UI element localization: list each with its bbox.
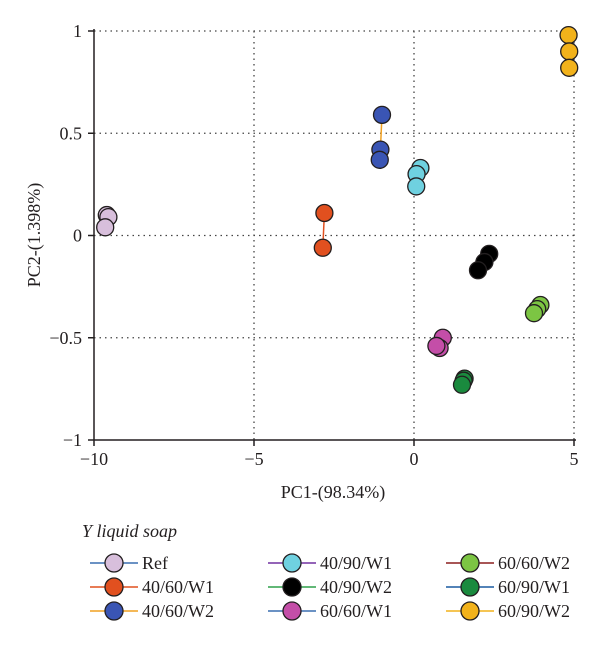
data-point	[407, 177, 426, 196]
data-point	[560, 42, 579, 61]
legend-label: 60/90/W2	[498, 601, 570, 621]
data-point	[315, 203, 334, 223]
series-group	[452, 369, 474, 394]
data-point	[452, 375, 472, 394]
x-tick-label: −10	[80, 449, 108, 469]
x-tick-label: −5	[244, 449, 263, 469]
series-group	[370, 105, 392, 169]
y-axis-label: PC2-(1.398%)	[24, 183, 45, 288]
legend-item: 40/90/W1	[268, 553, 392, 573]
data-point	[370, 150, 389, 169]
legend-item: 40/60/W2	[90, 601, 214, 621]
x-axis-label: PC1-(98.34%)	[281, 482, 386, 503]
series-group	[468, 244, 499, 280]
tick-labels: −10 −5 0 5 1 0.5 0 −0.5 −1	[49, 21, 578, 469]
series-marks	[96, 25, 579, 394]
legend-marker	[460, 601, 480, 621]
axes	[88, 29, 576, 446]
legend-item: 60/60/W1	[268, 601, 392, 621]
legend-marker	[104, 601, 124, 621]
legend-label: 40/60/W1	[142, 577, 214, 597]
legend-item: 40/60/W1	[90, 577, 214, 597]
series-group	[313, 203, 334, 257]
legend-marker	[282, 577, 302, 597]
legend-item: 60/60/W2	[446, 553, 570, 573]
legend-marker	[104, 553, 124, 573]
series-group	[524, 295, 550, 323]
legend-items: Ref 40/60/W1 40/60/W2 40/90/W1 40/90/W2 60/60…	[90, 553, 570, 621]
x-tick-label: 5	[570, 449, 579, 469]
series-group	[96, 205, 118, 237]
legend-item: 40/90/W2	[268, 577, 392, 597]
y-tick-label: −1	[63, 430, 82, 450]
legend-marker	[460, 577, 480, 597]
data-point	[427, 336, 446, 356]
legend-title: Y liquid soap	[82, 521, 177, 541]
legend-marker	[282, 553, 302, 573]
legend: Y liquid soap Ref 40/60/W1 40/60/W2 40/90/W…	[82, 521, 570, 621]
y-tick-label: 0.5	[60, 123, 83, 143]
legend-label: 40/90/W1	[320, 553, 392, 573]
series-group	[427, 328, 452, 358]
legend-label: 60/60/W1	[320, 601, 392, 621]
legend-marker	[282, 601, 302, 621]
data-point	[559, 25, 578, 45]
data-point	[560, 58, 579, 77]
legend-label: 60/90/W1	[498, 577, 570, 597]
legend-marker	[460, 553, 480, 573]
data-point	[313, 238, 332, 257]
y-tick-label: 0	[73, 226, 82, 246]
y-tick-label: −0.5	[49, 328, 82, 348]
series-group	[559, 25, 579, 77]
data-point	[372, 105, 392, 124]
y-tick-label: 1	[73, 21, 82, 41]
legend-item: Ref	[90, 553, 168, 573]
legend-item: 60/90/W1	[446, 577, 570, 597]
legend-marker	[104, 577, 124, 597]
data-point	[96, 218, 115, 237]
legend-label: 40/90/W2	[320, 577, 392, 597]
series-group	[407, 158, 430, 196]
grid-lines	[94, 30, 575, 440]
x-tick-label: 0	[410, 449, 419, 469]
legend-label: 60/60/W2	[498, 553, 570, 573]
data-point	[468, 261, 488, 280]
legend-item: 60/90/W2	[446, 601, 570, 621]
legend-label: 40/60/W2	[142, 601, 214, 621]
plot-area: −10 −5 0 5 1 0.5 0 −0.5 −1	[49, 21, 578, 469]
data-point	[524, 304, 544, 323]
legend-label: Ref	[142, 553, 168, 573]
